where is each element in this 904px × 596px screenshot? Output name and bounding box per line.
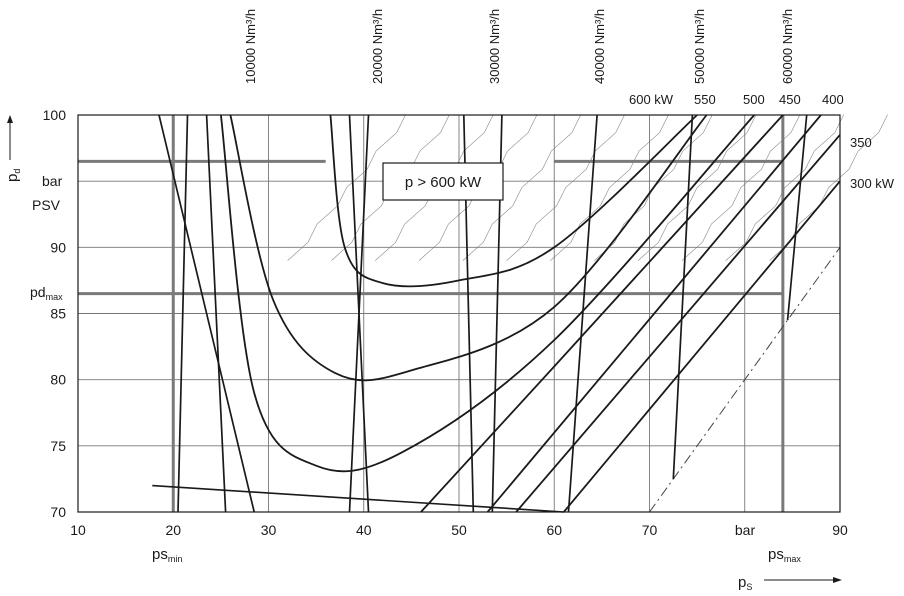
flow-label: 40000 Nm³/h — [592, 9, 607, 84]
flow-label: 30000 Nm³/h — [487, 9, 502, 84]
flow-line — [158, 114, 256, 513]
annotation-text: p > 600 kW — [405, 174, 482, 191]
hatch-line — [462, 114, 582, 261]
power-label: 450 — [779, 92, 801, 107]
flow-line — [177, 114, 189, 513]
y-axis-label-sub: d — [12, 169, 22, 174]
x-tick-label: 90 — [832, 522, 848, 538]
hatch-line — [287, 114, 406, 261]
power-curve — [563, 180, 841, 513]
x-axis-label-main: p — [738, 574, 746, 591]
data-curves — [152, 114, 841, 513]
x-tick-label: 30 — [261, 522, 277, 538]
ps-max-label-main: ps — [768, 546, 784, 563]
y-tick-label: 85 — [50, 306, 66, 322]
y-tick-label: 70 — [50, 504, 66, 520]
y-axis-arrow-head — [7, 115, 13, 123]
flow-line — [205, 114, 227, 513]
flow-label: 10000 Nm³/h — [243, 9, 258, 84]
psv-label: PSV — [32, 197, 61, 213]
x-unit-label: bar — [735, 522, 756, 538]
flow-line — [348, 114, 370, 513]
power-label: 400 — [822, 92, 844, 107]
y-tick-label: 75 — [50, 438, 66, 454]
pd-max-label-main: pd — [30, 284, 46, 300]
annotation-box — [382, 162, 504, 201]
hatch-line — [506, 114, 625, 261]
ps-min-label-sub: min — [168, 554, 183, 564]
power-curve — [515, 134, 841, 513]
power-label: 600 kW — [629, 92, 674, 107]
x-tick-label: 50 — [451, 522, 467, 538]
ps-max-label-sub: max — [784, 554, 802, 564]
y-tick-label: 100 — [43, 107, 67, 123]
x-tick-label: 20 — [165, 522, 181, 538]
tick-labels: 10 20 30 40 50 60 70 90 100 90 85 80 75 70 10000 Nm³/h… — [43, 9, 895, 538]
hatch-line — [637, 114, 757, 261]
power-curve — [486, 114, 822, 513]
power-label: 550 — [694, 92, 716, 107]
x-tick-label: 60 — [546, 522, 562, 538]
x-tick-label: 70 — [642, 522, 658, 538]
power-curve — [220, 114, 755, 473]
power-curve — [329, 114, 698, 288]
lower-boundary-line — [152, 484, 564, 513]
reference-lines — [78, 115, 785, 512]
x-axis-arrow-head — [833, 577, 842, 583]
flow-label: 50000 Nm³/h — [692, 9, 707, 84]
x-axis-label: pS — [738, 574, 842, 592]
power-curve — [229, 114, 708, 382]
power-label: 300 kW — [850, 176, 895, 191]
flow-label: 60000 Nm³/h — [780, 9, 795, 84]
y-axis-label: pd — [4, 115, 22, 182]
pd-max-label: pdmax — [30, 284, 63, 302]
dash-dot-line — [649, 247, 841, 513]
flow-line — [786, 114, 808, 321]
svg-text:pS: pS — [738, 574, 752, 592]
ps-min-label: psmin — [152, 546, 182, 564]
power-label: 350 — [850, 135, 872, 150]
x-tick-label: 10 — [70, 522, 86, 538]
plot-frame — [77, 114, 841, 513]
ps-min-label-main: ps — [152, 546, 168, 563]
x-tick-label: 40 — [356, 522, 372, 538]
hatch-line — [725, 114, 845, 261]
ps-max-label: psmax — [768, 546, 801, 564]
power-curve — [420, 114, 784, 513]
pd-max-label-sub: max — [46, 292, 64, 302]
flow-line — [672, 114, 694, 479]
y-tick-label: 90 — [50, 239, 66, 255]
y-axis-label-main: p — [4, 174, 21, 182]
svg-text:pd: pd — [4, 169, 22, 182]
power-label: 500 — [743, 92, 765, 107]
y-tick-label: 80 — [50, 372, 66, 388]
hatch-line — [550, 114, 669, 261]
y-unit-label: bar — [42, 173, 63, 189]
x-axis-label-sub: S — [746, 582, 752, 592]
flow-label: 20000 Nm³/h — [370, 9, 385, 84]
